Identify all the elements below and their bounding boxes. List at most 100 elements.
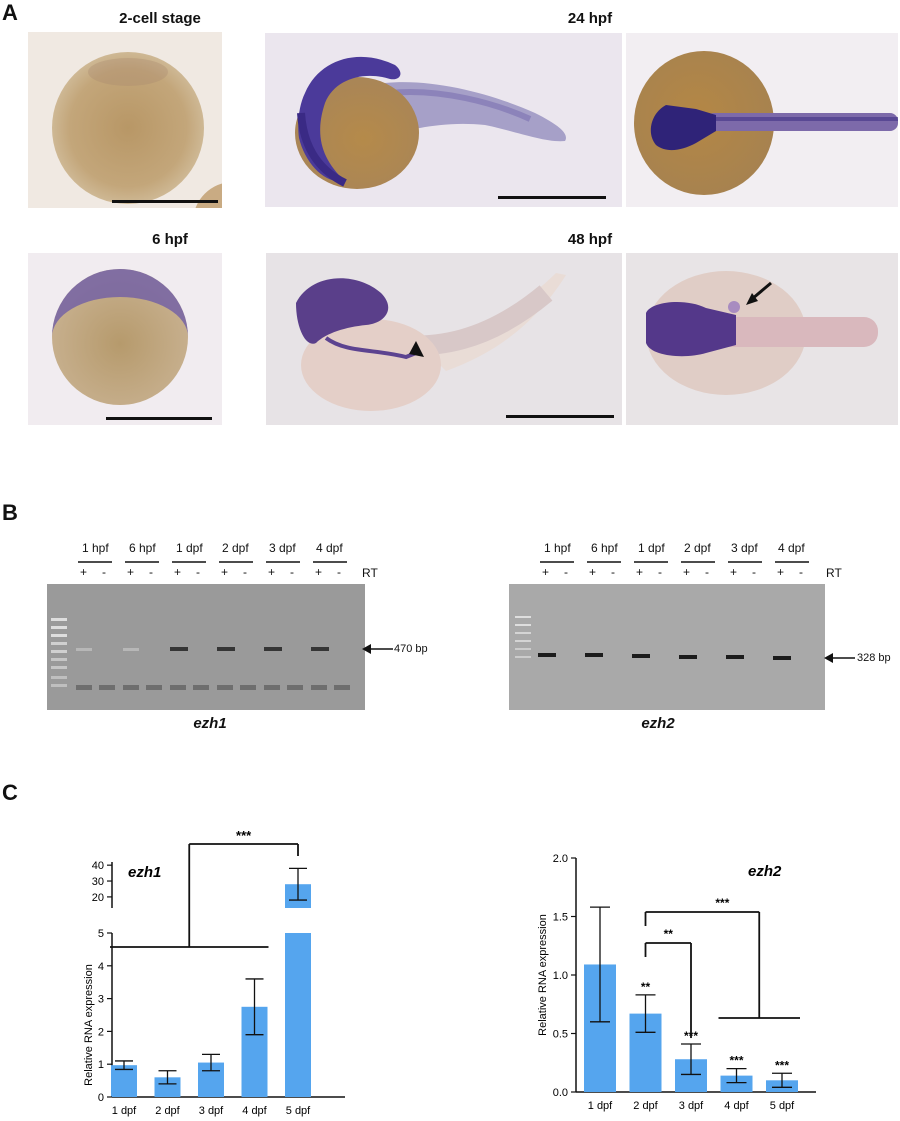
y-tick-label: 1.5: [553, 912, 568, 924]
gel1-band-size: 470 bp: [394, 643, 428, 655]
gel1-lane-3dpf: 3 dpf: [269, 541, 296, 555]
gel2-lane-brackets: [540, 561, 809, 563]
x-tick-label: 1 dpf: [112, 1105, 137, 1117]
y-tick-label: 40: [92, 860, 104, 872]
x-tick-label: 1 dpf: [588, 1100, 613, 1112]
plus-sign: +: [542, 565, 550, 579]
gel1-lane-4dpf: 4 dpf: [316, 541, 343, 555]
gel1-lane-brackets: [78, 561, 347, 563]
photo-48-hpf-lateral: [266, 253, 622, 425]
plus-sign: +: [268, 565, 276, 579]
gel2-lane-6hpf: 6 hpf: [591, 541, 618, 555]
minus-sign: -: [611, 565, 615, 579]
title-6-hpf: 6 hpf: [152, 231, 188, 248]
bar-5-dpf: [285, 933, 311, 1097]
gel-ezh2: [509, 584, 825, 710]
gel2-band-arrow-icon: [824, 651, 856, 670]
x-tick-label: 3 dpf: [199, 1105, 224, 1117]
gel1-gene-label: ezh1: [193, 715, 227, 732]
gel2-rt-label: RT: [826, 566, 842, 580]
gel1-lane-2dpf: 2 dpf: [222, 541, 249, 555]
gel2-lane-2dpf: 2 dpf: [684, 541, 711, 555]
minus-sign: -: [752, 565, 756, 579]
minus-sign: -: [196, 565, 200, 579]
minus-sign: -: [799, 565, 803, 579]
plus-sign: +: [589, 565, 597, 579]
title-48-hpf: 48 hpf: [567, 231, 613, 248]
y-tick-label: 1: [98, 1059, 104, 1071]
photo-24-hpf-lateral: [265, 33, 622, 207]
x-tick-label: 2 dpf: [633, 1100, 658, 1112]
y-tick-label: 0: [98, 1092, 104, 1104]
panel-c-letter: C: [2, 780, 18, 805]
plus-sign: +: [730, 565, 738, 579]
gel1-band-arrow-icon: [362, 642, 394, 661]
panel-a-letter: A: [2, 0, 18, 25]
plus-sign: +: [80, 565, 88, 579]
gel1-rt-label: RT: [362, 566, 378, 580]
gel2-pm-row: + - + - + - + - + - + -: [542, 565, 842, 581]
gel2-band-size: 328 bp: [857, 652, 891, 664]
y-tick-label: 0.0: [553, 1087, 568, 1099]
y-tick-label: 2.0: [553, 853, 568, 865]
y-tick-label: 5: [98, 928, 104, 940]
gel-ezh1: [47, 584, 365, 710]
chart1-title: ezh1: [128, 864, 161, 881]
bar-4-dpf: [720, 1075, 753, 1092]
x-tick-label: 2 dpf: [155, 1105, 180, 1117]
minus-sign: -: [102, 565, 106, 579]
bar-2-dpf: [154, 1077, 181, 1097]
minus-sign: -: [658, 565, 662, 579]
photo-6-hpf: [28, 253, 222, 425]
x-tick-label: 4 dpf: [242, 1105, 267, 1117]
plus-sign: +: [683, 565, 691, 579]
minus-sign: -: [705, 565, 709, 579]
title-24-hpf: 24 hpf: [567, 10, 613, 27]
chart2-title: ezh2: [748, 863, 782, 880]
significance-stars: **: [664, 927, 674, 941]
plus-sign: +: [777, 565, 785, 579]
y-tick-label: 3: [98, 994, 104, 1006]
chart1-y-label: Relative RNA expression: [83, 964, 95, 1086]
gel2-lane-1hpf: 1 hpf: [544, 541, 571, 555]
minus-sign: -: [290, 565, 294, 579]
minus-sign: -: [564, 565, 568, 579]
gel1-lane-6hpf: 6 hpf: [129, 541, 156, 555]
chart2-y-label: Relative RNA expression: [537, 914, 549, 1036]
y-tick-label: 1.0: [553, 970, 568, 982]
gel2-gene-label: ezh2: [641, 715, 675, 732]
minus-sign: -: [149, 565, 153, 579]
gel1-pm-row: + - + - + - + - + - + -: [80, 565, 380, 581]
photo-2-cell-stage: [28, 32, 222, 208]
minus-sign: -: [243, 565, 247, 579]
gel2-lane-4dpf: 4 dpf: [778, 541, 805, 555]
minus-sign: -: [337, 565, 341, 579]
plus-sign: +: [315, 565, 323, 579]
y-tick-label: 2: [98, 1026, 104, 1038]
bar-significance-stars: ***: [729, 1054, 743, 1068]
gel2-lane-3dpf: 3 dpf: [731, 541, 758, 555]
significance-stars: ***: [236, 830, 252, 843]
bar-significance-stars: **: [641, 980, 651, 994]
photo-48-hpf-dorsal: [626, 253, 898, 425]
bar-1-dpf: [111, 1065, 137, 1097]
x-tick-label: 5 dpf: [286, 1105, 311, 1117]
bar-significance-stars: ***: [775, 1058, 789, 1072]
y-tick-label: 30: [92, 876, 104, 888]
gel1-lane-1dpf: 1 dpf: [176, 541, 203, 555]
significance-stars: ***: [715, 896, 729, 910]
chart-ezh1: Relative RNA expression ezh1 0 1 2 3 4 5 20 30 4…: [83, 830, 345, 1117]
y-tick-label: 0.5: [553, 1029, 568, 1041]
y-tick-label: 4: [98, 961, 104, 973]
y-tick-label: 20: [92, 892, 104, 904]
title-2-cell-stage: 2-cell stage: [119, 10, 201, 27]
chart-ezh2: Relative RNA expression ezh2 ***********…: [537, 853, 816, 1112]
gel1-lane-1hpf: 1 hpf: [82, 541, 109, 555]
gel2-lane-1dpf: 1 dpf: [638, 541, 665, 555]
x-tick-label: 5 dpf: [770, 1100, 795, 1112]
plus-sign: +: [636, 565, 644, 579]
plus-sign: +: [127, 565, 135, 579]
x-tick-label: 4 dpf: [724, 1100, 749, 1112]
panel-b-letter: B: [2, 500, 18, 525]
plus-sign: +: [174, 565, 182, 579]
